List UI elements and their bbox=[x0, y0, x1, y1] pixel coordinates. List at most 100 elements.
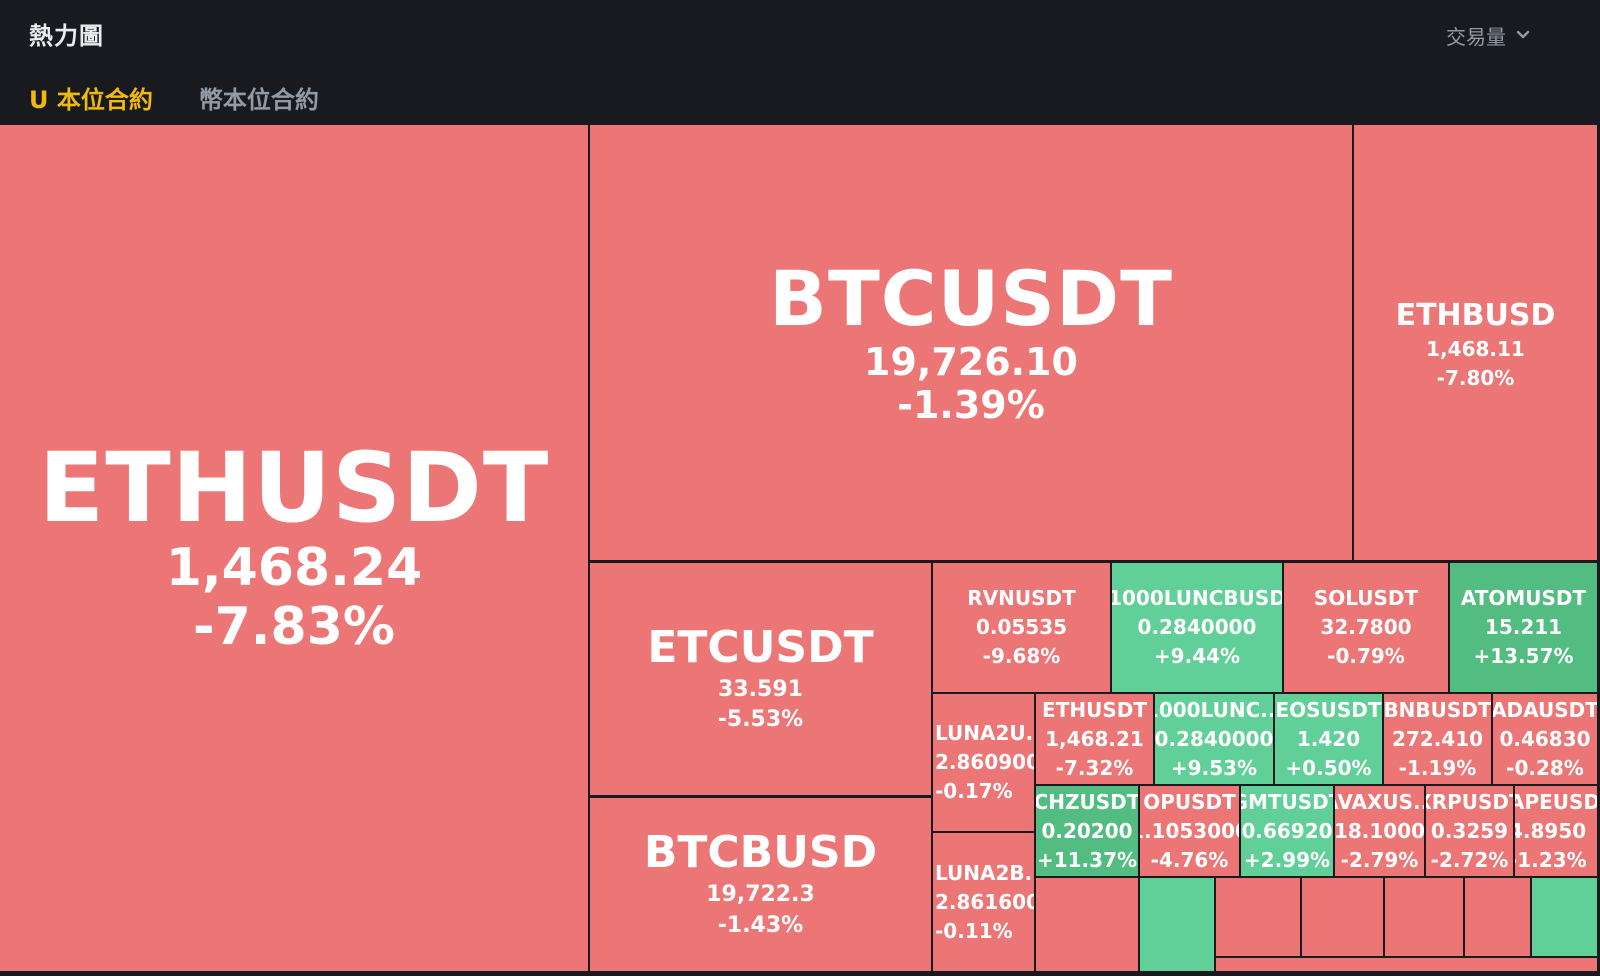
contract-tabs: U 本位合約 幣本位合約 bbox=[29, 80, 319, 115]
tile-symbol: ETHUSDT bbox=[1042, 697, 1147, 722]
heatmap-tile[interactable]: RVNUSDT 0.05535 -9.68% bbox=[933, 563, 1110, 692]
tile-change: -9.68% bbox=[982, 644, 1061, 668]
tile-symbol: SOLUSDT bbox=[1313, 586, 1419, 610]
heatmap-tile[interactable]: ETHBUSD 1,468.11 -7.80% bbox=[1354, 125, 1597, 560]
tile-symbol: ETHBUSD bbox=[1395, 298, 1556, 333]
tile-change: -1.23% bbox=[1515, 847, 1587, 872]
tile-symbol: GMTUSDT bbox=[1241, 789, 1333, 814]
tile-symbol: BTCUSDT bbox=[769, 254, 1173, 344]
tile-change: -2.72% bbox=[1430, 847, 1509, 872]
tile-change: -0.17% bbox=[935, 779, 1013, 803]
tile-symbol: CHZUSDT bbox=[1036, 789, 1138, 814]
tile-price: 0.46830 bbox=[1499, 726, 1591, 751]
tile-symbol: RVNUSDT bbox=[967, 586, 1076, 610]
heatmap-tile[interactable]: CHZUSDT 0.20200 +11.37% bbox=[1036, 786, 1138, 876]
tile-price: 33.591 bbox=[718, 676, 803, 702]
heatmap-tile[interactable]: XRPUSDT 0.3259 -2.72% bbox=[1426, 786, 1513, 876]
tile-change: -5.53% bbox=[717, 707, 804, 733]
tile-price: 32.7800 bbox=[1320, 615, 1412, 639]
tile-price: 0.2840000 bbox=[1137, 615, 1257, 639]
heatmap-tile[interactable] bbox=[1385, 878, 1463, 956]
heatmap-tile[interactable]: ATOMUSDT 15.211 +13.57% bbox=[1450, 563, 1597, 692]
tile-symbol: LUNA2U... bbox=[935, 721, 1034, 745]
heatmap-tile[interactable]: LUNA2B... 2.8616000 -0.11% bbox=[933, 833, 1034, 971]
heatmap-tile[interactable] bbox=[1532, 878, 1597, 956]
tile-change: -7.83% bbox=[193, 597, 395, 658]
heatmap-tile[interactable] bbox=[1302, 878, 1383, 956]
tile-symbol: 1000LUNC... bbox=[1155, 697, 1273, 722]
tile-change: -7.80% bbox=[1436, 365, 1515, 390]
tile-symbol: 1000LUNCBUSD bbox=[1112, 586, 1282, 610]
heatmap-tile[interactable] bbox=[1036, 878, 1138, 971]
page-title: 熱力圖 bbox=[29, 22, 104, 50]
heatmap-tile[interactable]: APEUSDT 4.8950 -1.23% bbox=[1515, 786, 1597, 876]
tile-price: 1.420 bbox=[1296, 726, 1361, 751]
tile-symbol: BNBUSDT bbox=[1384, 697, 1491, 722]
heatmap-tile[interactable]: ETCUSDT 33.591 -5.53% bbox=[590, 563, 931, 795]
heatmap-tile[interactable] bbox=[1216, 878, 1300, 956]
heatmap-tile[interactable]: 1000LUNC... 0.2840000 +9.53% bbox=[1155, 694, 1273, 784]
tile-price: 0.3259 bbox=[1430, 818, 1509, 843]
header: 熱力圖 交易量 U 本位合約 幣本位合約 bbox=[0, 0, 1600, 125]
sort-by-label: 交易量 bbox=[1446, 24, 1506, 49]
heatmap-tile[interactable]: 1000LUNCBUSD 0.2840000 +9.44% bbox=[1112, 563, 1282, 692]
tile-change: +2.99% bbox=[1243, 847, 1331, 872]
tile-change: -1.43% bbox=[717, 912, 804, 938]
tile-symbol: ADAUSDT bbox=[1493, 697, 1597, 722]
sort-by-select[interactable]: 交易量 bbox=[1446, 20, 1530, 50]
tile-price: 1.1053000 bbox=[1140, 818, 1239, 843]
tile-change: -0.79% bbox=[1327, 644, 1405, 668]
tile-change: -1.19% bbox=[1398, 755, 1477, 780]
heatmap-tile[interactable]: BNBUSDT 272.410 -1.19% bbox=[1384, 694, 1491, 784]
tile-change: -7.32% bbox=[1055, 755, 1134, 780]
heatmap-tile[interactable]: SOLUSDT 32.7800 -0.79% bbox=[1284, 563, 1448, 692]
heatmap-tile[interactable] bbox=[1140, 878, 1214, 971]
tile-price: 1,468.11 bbox=[1426, 336, 1525, 361]
tile-price: 0.2840000 bbox=[1155, 726, 1273, 751]
heatmap-tile[interactable]: ETHUSDT 1,468.24 -7.83% bbox=[0, 125, 588, 971]
tile-change: -0.11% bbox=[935, 918, 1013, 943]
tile-symbol: XRPUSDT bbox=[1426, 789, 1513, 814]
tile-change: -1.39% bbox=[897, 383, 1045, 428]
tile-symbol: ETHUSDT bbox=[38, 431, 550, 544]
heatmap-tile[interactable]: EOSUSDT 1.420 +0.50% bbox=[1275, 694, 1382, 784]
heatmap-tile[interactable]: ADAUSDT 0.46830 -0.28% bbox=[1493, 694, 1597, 784]
tile-change: +9.53% bbox=[1170, 755, 1258, 780]
tile-price: 18.1000 bbox=[1335, 818, 1424, 843]
heatmap-tile[interactable]: BTCUSDT 19,726.10 -1.39% bbox=[590, 125, 1352, 560]
heatmap: ETHUSDT 1,468.24 -7.83% BTCUSDT 19,726.1… bbox=[0, 125, 1597, 971]
heatmap-tile[interactable]: LUNA2U... 2.8609000 -0.17% bbox=[933, 694, 1034, 831]
tile-price: 272.410 bbox=[1391, 726, 1484, 751]
tile-symbol: AVAXUS... bbox=[1335, 789, 1424, 814]
tile-price: 19,722.3 bbox=[706, 882, 815, 908]
tile-change: -4.76% bbox=[1150, 847, 1229, 872]
tile-price: 2.8609000 bbox=[935, 750, 1034, 774]
tile-change: +11.37% bbox=[1036, 847, 1138, 872]
tile-price: 1,468.24 bbox=[165, 537, 423, 598]
tile-price: 0.05535 bbox=[975, 615, 1068, 639]
heatmap-tile[interactable]: BTCBUSD 19,722.3 -1.43% bbox=[590, 798, 931, 971]
tile-symbol: EOSUSDT bbox=[1275, 697, 1382, 722]
tile-symbol: OPUSDT bbox=[1143, 789, 1236, 814]
tile-symbol: LUNA2B... bbox=[935, 860, 1034, 885]
tile-change: +0.50% bbox=[1285, 755, 1372, 780]
tile-change: -2.79% bbox=[1340, 847, 1419, 872]
tab-usdm-futures[interactable]: U 本位合約 bbox=[29, 86, 153, 114]
tile-symbol: ETCUSDT bbox=[647, 621, 874, 673]
heatmap-tile[interactable]: AVAXUS... 18.1000 -2.79% bbox=[1335, 786, 1424, 876]
heatmap-tile[interactable]: OPUSDT 1.1053000 -4.76% bbox=[1140, 786, 1239, 876]
chevron-down-icon bbox=[1516, 30, 1530, 40]
heatmap-tile[interactable] bbox=[1465, 878, 1530, 956]
heatmap-tile[interactable]: GMTUSDT 0.66920 +2.99% bbox=[1241, 786, 1333, 876]
tile-symbol: APEUSDT bbox=[1515, 789, 1597, 814]
tile-price: 4.8950 bbox=[1515, 818, 1587, 843]
heatmap-tile[interactable]: ETHUSDT 1,468.21 -7.32% bbox=[1036, 694, 1153, 784]
tile-price: 15.211 bbox=[1484, 615, 1563, 639]
heatmap-tile[interactable] bbox=[1216, 958, 1597, 971]
tile-price: 2.8616000 bbox=[935, 889, 1034, 914]
tile-change: +13.57% bbox=[1473, 644, 1574, 668]
tab-coinm-futures[interactable]: 幣本位合約 bbox=[198, 86, 319, 114]
tile-price: 1,468.21 bbox=[1045, 726, 1144, 751]
tile-symbol: BTCBUSD bbox=[643, 827, 878, 879]
